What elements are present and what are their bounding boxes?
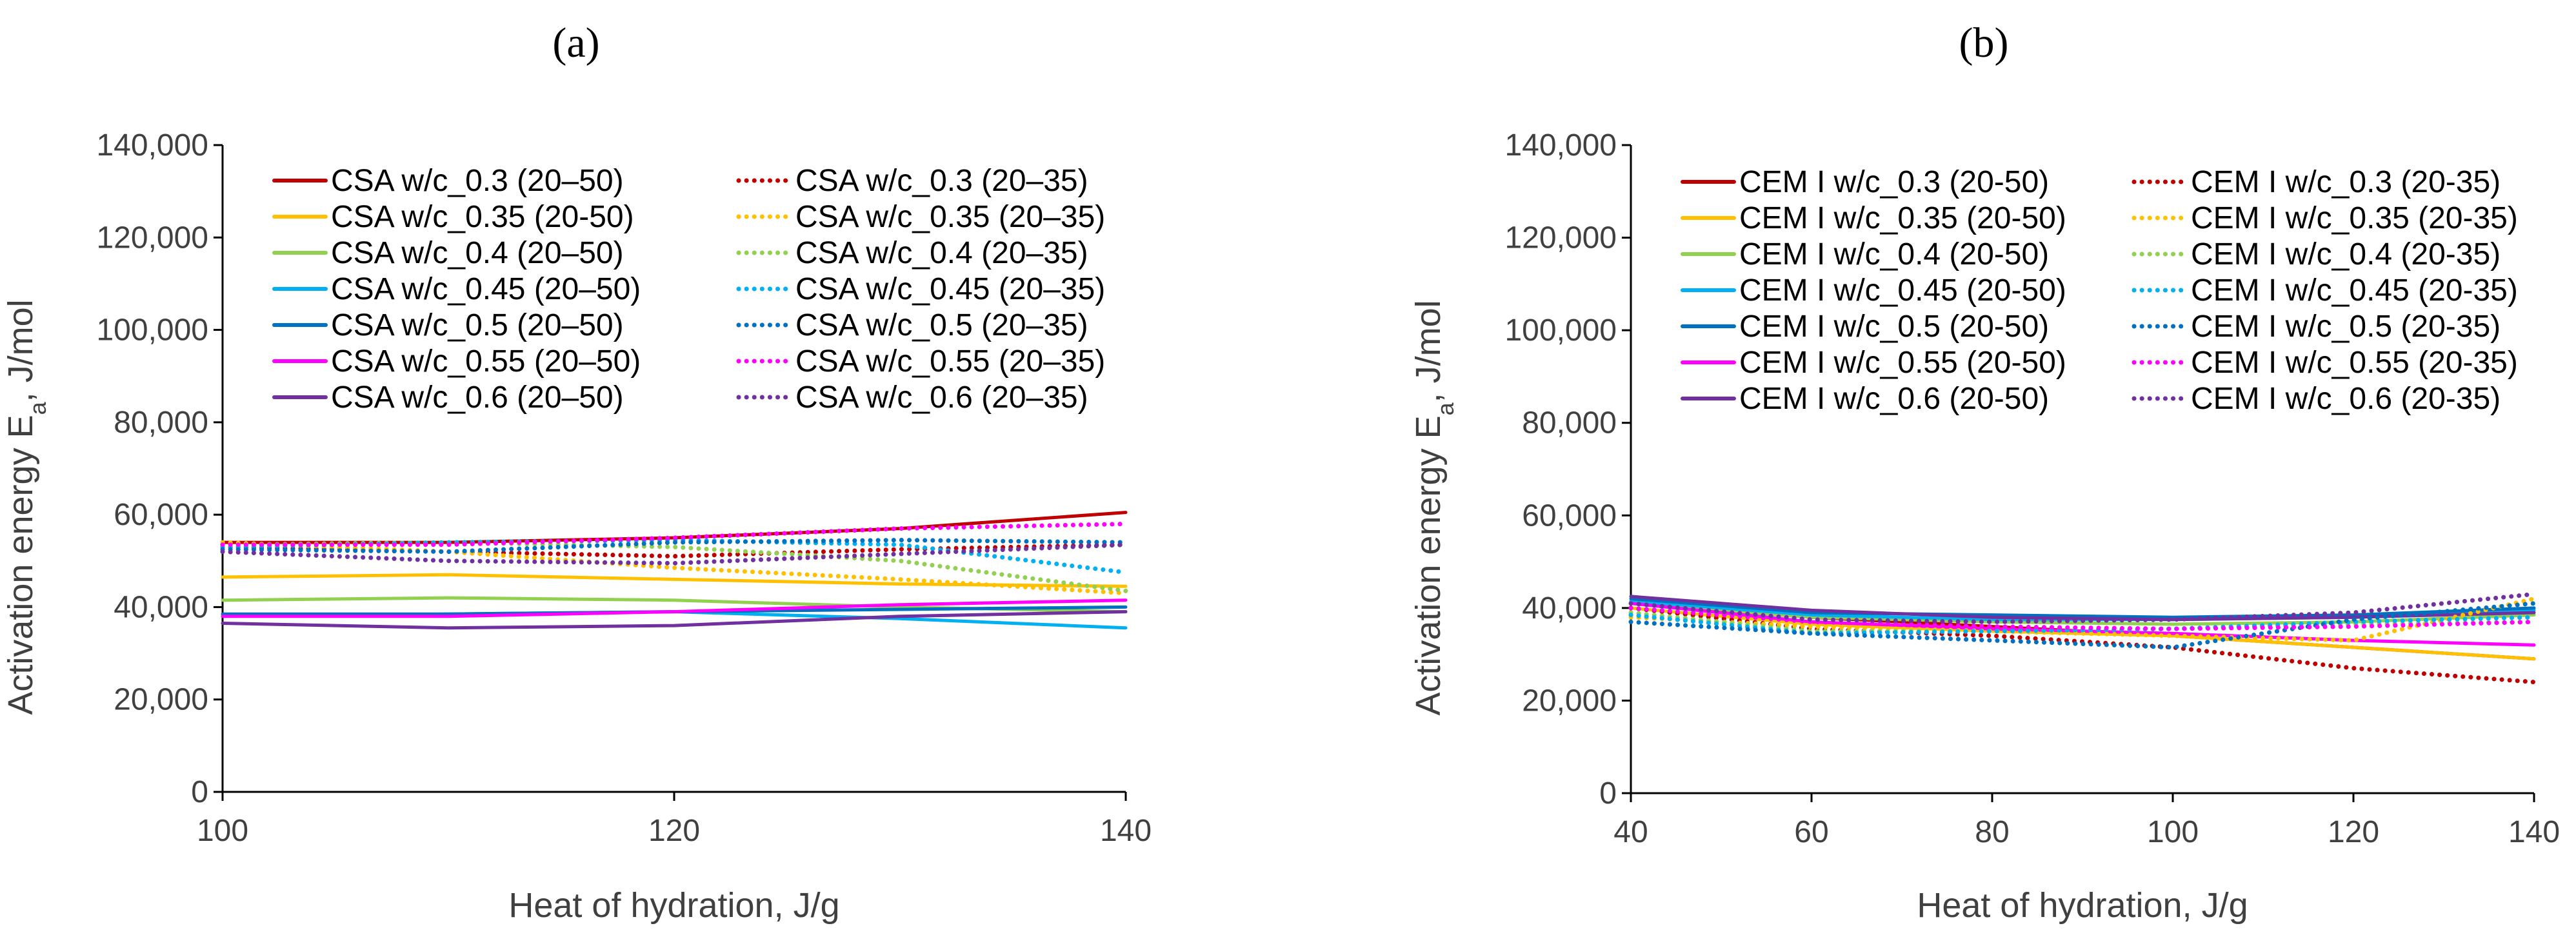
y-tick-label: 0 xyxy=(191,775,208,809)
legend-label: CSA w/c_0.4 (20–35) xyxy=(795,236,1088,270)
y-tick-label: 20,000 xyxy=(114,683,208,717)
series-line xyxy=(1628,601,2537,650)
legend-label: CSA w/c_0.6 (20–50) xyxy=(331,380,624,415)
x-axis-title: Heat of hydration, J/g xyxy=(1917,886,2248,925)
legend-label: CEM I w/c_0.5 (20-50) xyxy=(1739,310,2049,344)
series-line xyxy=(1628,606,2537,631)
legend-label: CEM I w/c_0.6 (20-50) xyxy=(1739,382,2049,416)
legend-label: CSA w/c_0.35 (20-50) xyxy=(331,200,634,234)
legend-label: CSA w/c_0.5 (20–35) xyxy=(795,308,1088,342)
legend-label: CEM I w/c_0.35 (20-50) xyxy=(1739,201,2066,235)
y-tick-label: 0 xyxy=(1599,776,1617,811)
series-line xyxy=(1628,596,2537,643)
chart-panel-a: (a) 0 20,000 40,000 60,000 80,000 100,000 120,0… xyxy=(1,19,1152,925)
legend-label: CEM I w/c_0.4 (20-35) xyxy=(2191,237,2501,271)
series-line xyxy=(1629,602,2536,626)
legend-label: CSA w/c_0.55 (20–50) xyxy=(331,344,641,379)
x-tick-label: 100 xyxy=(197,814,248,848)
x-tick-label: 140 xyxy=(1100,814,1152,848)
legend-label: CEM I w/c_0.6 (20-35) xyxy=(2191,382,2501,416)
series-line xyxy=(220,540,1128,596)
y-tick-label: 120,000 xyxy=(96,221,208,255)
series-line xyxy=(220,542,1128,559)
legend-label: CSA w/c_0.35 (20–35) xyxy=(795,200,1105,234)
y-tick-label: 60,000 xyxy=(114,498,208,532)
x-tick-label: 80 xyxy=(1975,815,2009,849)
series-line xyxy=(220,538,1128,554)
legend-label: CSA w/c_0.6 (20–35) xyxy=(795,380,1088,415)
legend-label: CSA w/c_0.5 (20–50) xyxy=(331,308,624,342)
y-tick-label: 140,000 xyxy=(1504,128,1617,163)
series-line xyxy=(220,540,1128,593)
panel-label: (a) xyxy=(552,19,599,66)
legend-label: CSA w/c_0.3 (20–50) xyxy=(331,164,624,198)
series-line xyxy=(1628,591,2537,624)
x-tick-label: 120 xyxy=(2328,815,2379,849)
series-line xyxy=(221,610,1128,630)
series-line xyxy=(1628,613,2537,636)
legend-label: CSA w/c_0.3 (20–35) xyxy=(795,164,1088,198)
chart-panel-b: (b) 0 20,000 40,000 60,000 80,000 100,000 120,0… xyxy=(1409,19,2560,925)
y-tick-label: 120,000 xyxy=(1504,221,1617,255)
y-tick-label: 80,000 xyxy=(114,406,208,440)
x-axis-title: Heat of hydration, J/g xyxy=(508,886,839,925)
y-tick-label: 80,000 xyxy=(1522,406,1617,440)
series-line xyxy=(1629,597,2536,619)
legend-label: CEM I w/c_0.55 (20-50) xyxy=(1739,346,2066,380)
y-tick-label: 40,000 xyxy=(114,590,208,624)
legend-label: CSA w/c_0.45 (20–35) xyxy=(795,272,1105,306)
legend-label: CSA w/c_0.4 (20–50) xyxy=(331,236,624,270)
series-line xyxy=(220,522,1128,547)
x-tick-label: 100 xyxy=(2147,815,2199,849)
y-tick-label: 100,000 xyxy=(1504,313,1617,348)
y-tick-label: 40,000 xyxy=(1522,591,1617,626)
x-tick-label: 60 xyxy=(1794,815,1828,849)
y-tick-label: 140,000 xyxy=(96,128,208,163)
y-axis-title: Activation energy Ea, J/mol xyxy=(1,299,51,714)
legend-label: CEM I w/c_0.45 (20-35) xyxy=(2191,273,2518,308)
legend-label: CSA w/c_0.55 (20–35) xyxy=(795,344,1105,379)
series-line xyxy=(220,542,1128,566)
legend-label: CEM I w/c_0.4 (20-50) xyxy=(1739,237,2049,271)
panel-label: (b) xyxy=(1959,19,2009,66)
legend-label: CEM I w/c_0.35 (20-35) xyxy=(2191,201,2518,235)
y-tick-label: 20,000 xyxy=(1522,684,1617,718)
y-axis-title: Activation energy Ea, J/mol xyxy=(1409,300,1459,715)
legend-label: CSA w/c_0.45 (20–50) xyxy=(331,272,641,306)
legend-label: CEM I w/c_0.3 (20-35) xyxy=(2191,165,2501,199)
y-tick-label: 60,000 xyxy=(1522,498,1617,533)
series-line xyxy=(221,598,1128,618)
legend-label: CEM I w/c_0.55 (20-35) xyxy=(2191,346,2518,380)
series-line xyxy=(221,573,1128,588)
x-tick-label: 140 xyxy=(2508,815,2560,849)
legend-label: CEM I w/c_0.3 (20-50) xyxy=(1739,165,2049,199)
series-line xyxy=(220,538,1128,575)
x-tick-label: 120 xyxy=(648,814,700,848)
y-tick-label: 100,000 xyxy=(96,313,208,348)
legend-label: CEM I w/c_0.45 (20-50) xyxy=(1739,273,2066,308)
x-tick-label: 40 xyxy=(1613,815,1648,849)
legend-label: CEM I w/c_0.5 (20-35) xyxy=(2191,310,2501,344)
series-line xyxy=(1628,606,2537,685)
